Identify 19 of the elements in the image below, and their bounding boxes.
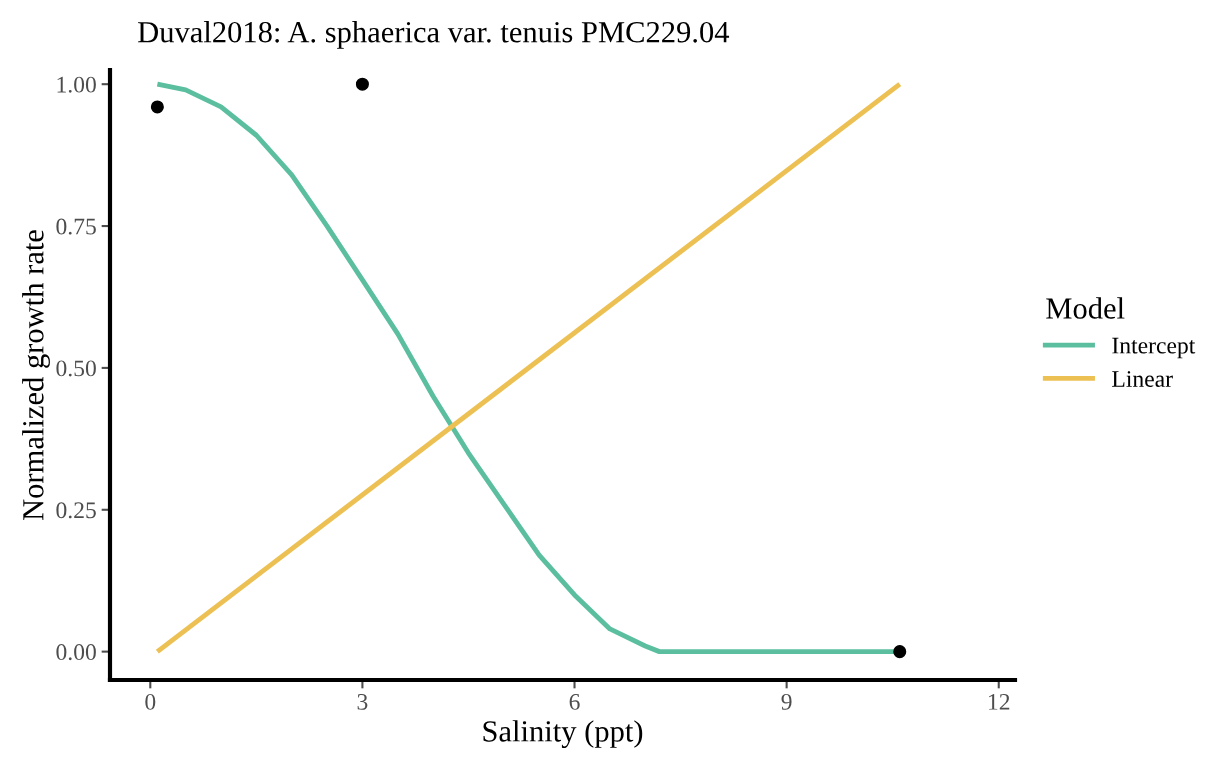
point — [150, 100, 164, 114]
x-tick-label: 9 — [781, 693, 792, 710]
y-tick-label: 0.75 — [56, 218, 96, 235]
legend-title: Model — [1046, 297, 1125, 319]
x-tick-label: 0 — [145, 693, 156, 710]
x-tick-label: 3 — [357, 693, 368, 710]
y-tick-label: 0.50 — [56, 360, 96, 377]
y-tick-label: 1.00 — [57, 76, 96, 93]
legend-label: Linear — [1112, 371, 1173, 387]
legend-label: Intercept — [1112, 337, 1196, 359]
x-axis-title: Salinity (ppt) — [483, 720, 643, 748]
y-tick-label: 0.00 — [56, 644, 96, 661]
point — [893, 645, 907, 659]
x-tick-label: 12 — [989, 693, 1010, 710]
y-axis-title: Normalized growth rate — [22, 230, 50, 521]
point — [355, 77, 369, 91]
y-tick-label: 0.25 — [56, 502, 96, 519]
x-tick-label: 6 — [569, 693, 580, 710]
chart-title: Duval2018: A. sphaerica var. tenuis PMC229.04 — [138, 21, 730, 49]
